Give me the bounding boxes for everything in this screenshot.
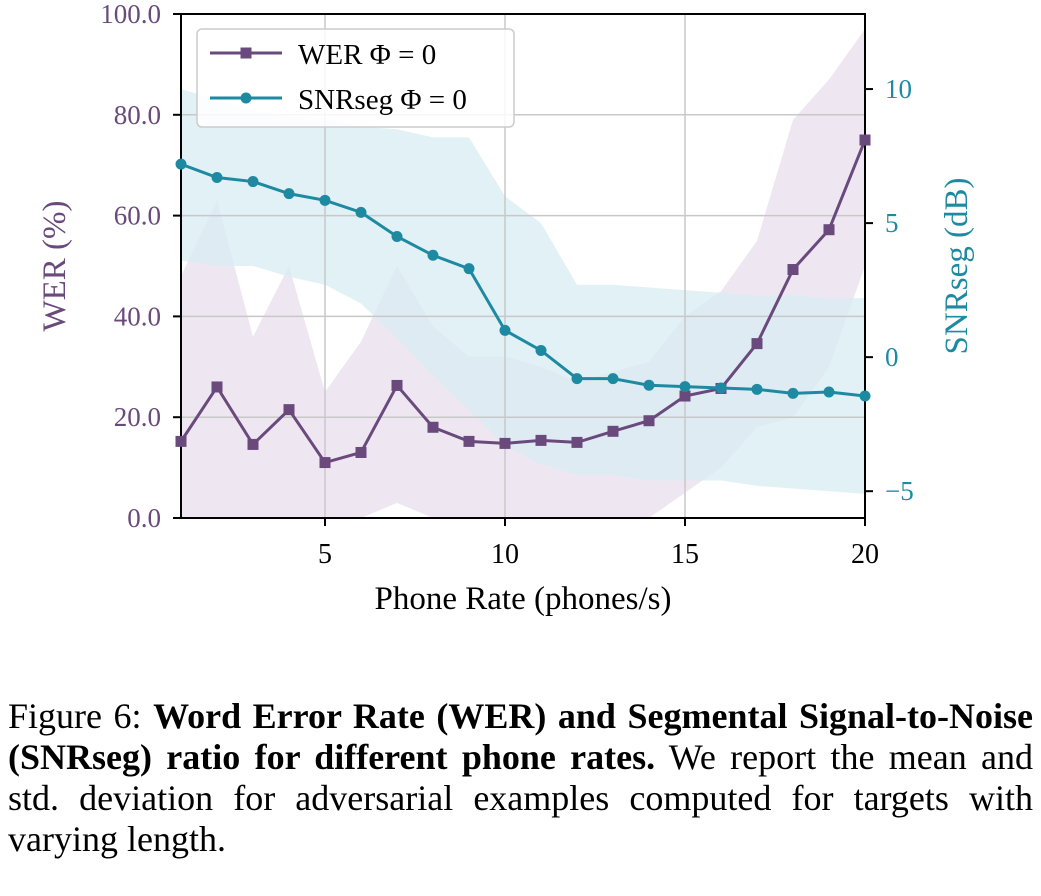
snr-point: [751, 383, 763, 395]
wer-point: [175, 435, 187, 447]
snr-point: [283, 188, 295, 200]
snr-point: [607, 373, 619, 385]
x-tick-label: 10: [491, 539, 519, 570]
legend-snr-marker: [240, 92, 252, 104]
legend-wer-label: WER Φ = 0: [298, 39, 436, 71]
wer-point: [787, 264, 799, 276]
y-right-tick-label: 10: [885, 74, 912, 104]
plot-frame: [180, 13, 866, 519]
caption-body: We report the mean and std. deviation fo…: [8, 737, 1033, 859]
snr-point: [679, 381, 691, 393]
y-right-tick-label: −5: [885, 476, 914, 506]
snr-point: [643, 379, 655, 391]
snr-point: [787, 387, 799, 399]
snr-point: [211, 172, 223, 184]
dual-axis-line-chart: 5 10 15 20 0.0 20.0 40.0 60.0 80.0 100.0 −5 0 5 10 Pho…: [37, 0, 975, 617]
snr-point: [427, 249, 439, 261]
y-left-tick-label: 100.0: [100, 0, 161, 29]
wer-point: [679, 390, 691, 402]
snr-point: [571, 373, 583, 385]
wer-point: [859, 134, 871, 146]
y-left-tick-label: 20.0: [114, 402, 161, 432]
snr-point: [463, 263, 475, 275]
snr-point: [319, 194, 331, 206]
snr-point: [823, 386, 835, 398]
wer-point: [247, 438, 259, 450]
snr-point: [499, 324, 511, 336]
wer-point: [427, 421, 439, 433]
wer-point: [283, 404, 295, 416]
wer-point: [391, 379, 403, 391]
x-axis-label: Phone Rate (phones/s): [375, 581, 672, 617]
snr-point: [859, 390, 871, 402]
wer-point: [643, 415, 655, 427]
x-tick-label: 15: [671, 539, 699, 570]
wer-point: [823, 224, 835, 236]
x-tick-label: 20: [851, 539, 879, 570]
y-right-tick-label: 0: [885, 342, 899, 372]
y-left-axis-label: WER (%): [37, 200, 73, 331]
y-left-tick-label: 40.0: [114, 301, 161, 331]
snr-point: [535, 344, 547, 356]
y-left-tick-label: 60.0: [114, 201, 161, 231]
y-right-axis-label: SNRseg (dB): [939, 178, 975, 355]
y-right-tick-label: 5: [885, 208, 899, 238]
legend-wer-marker: [240, 47, 252, 59]
wer-point: [607, 425, 619, 437]
snr-point: [391, 231, 403, 243]
snr-point: [247, 176, 259, 188]
caption-bold-title: Word Error Rate (WER) and Segmental Sign…: [8, 696, 1033, 777]
wer-point: [751, 338, 763, 350]
x-tick-label: 5: [318, 539, 332, 570]
figure-caption: Figure 6: Word Error Rate (WER) and Segm…: [8, 696, 1033, 860]
wer-point: [355, 446, 367, 458]
wer-point: [211, 381, 223, 393]
snr-point: [715, 382, 727, 394]
snr-line: [181, 162, 865, 398]
caption-prefix: Figure 6:: [8, 696, 154, 736]
wer-point: [535, 434, 547, 446]
y-left-tick-label: 0.0: [127, 503, 161, 533]
wer-line: [181, 139, 865, 465]
snr-point: [175, 158, 187, 170]
wer-point: [463, 435, 475, 447]
snr-point: [355, 206, 367, 218]
wer-point: [571, 436, 583, 448]
y-left-tick-label: 80.0: [114, 100, 161, 130]
wer-point: [319, 457, 331, 469]
wer-point: [499, 437, 511, 449]
legend-snr-label: SNRseg Φ = 0: [298, 84, 467, 116]
